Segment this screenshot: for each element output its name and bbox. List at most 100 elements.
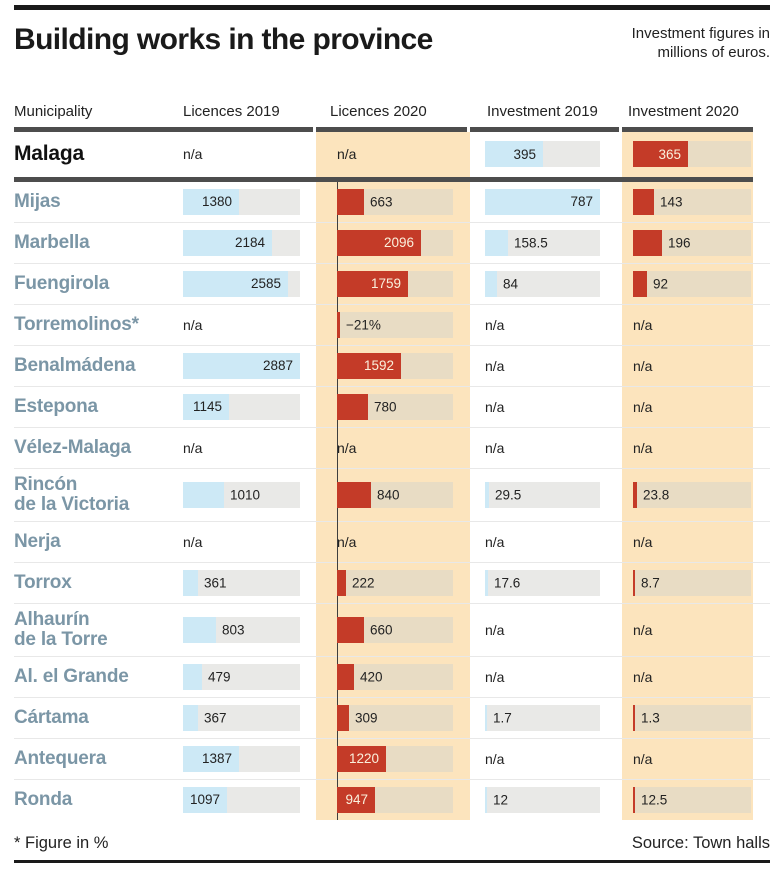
- column-header-investment-2020: Investment 2020: [628, 102, 739, 120]
- bar-fill: [337, 188, 364, 215]
- na-value: n/a: [183, 533, 203, 550]
- page-title: Building works in the province: [14, 23, 433, 56]
- bar-cell-inv2020: n/a: [622, 656, 753, 697]
- bar-fill: 947: [337, 786, 375, 813]
- bar-cell-lic2020: 663: [316, 181, 470, 222]
- bar-track: 367: [183, 704, 300, 731]
- bar-cell-inv2019: n/a: [470, 305, 622, 345]
- bar-cell-lic2019: 1010: [183, 469, 316, 521]
- bar-cell-lic2019: 1380: [183, 182, 316, 222]
- bar-cell-lic2019: 479: [183, 657, 316, 697]
- bar-track: 361: [183, 569, 300, 596]
- bottom-rule: [14, 859, 770, 863]
- malaga-separator: [14, 176, 753, 182]
- bar-cell-lic2019: 2184: [183, 223, 316, 263]
- municipality-name: Fuengirola: [14, 272, 110, 294]
- bar-value: 663: [370, 194, 393, 209]
- bar-cell-lic2020: 309: [316, 697, 470, 738]
- na-value: n/a: [633, 750, 653, 767]
- separator-segment: [470, 126, 619, 132]
- bar-track: 1220: [337, 745, 453, 772]
- na-value: n/a: [183, 146, 203, 162]
- bar-cell-lic2020: n/a: [316, 427, 470, 468]
- bar-value: 196: [668, 235, 691, 250]
- bar-value: 395: [513, 146, 536, 162]
- bar-value: 479: [208, 669, 231, 684]
- bar-track: 840: [337, 481, 453, 508]
- bar-fill: 1592: [337, 352, 401, 379]
- municipality-name: Cártama: [14, 706, 89, 728]
- bar-cell-inv2020: 365: [622, 131, 753, 177]
- na-value: n/a: [485, 621, 505, 638]
- bar-cell-inv2019: 787: [470, 182, 622, 222]
- bar-cell-inv2019: n/a: [470, 657, 622, 697]
- na-value: n/a: [485, 533, 505, 550]
- bar-cell-lic2020: n/a: [316, 521, 470, 562]
- bar-value: 12.5: [641, 792, 668, 807]
- bar-track: 92: [633, 270, 751, 297]
- na-value: n/a: [485, 668, 505, 685]
- bar-track: 420: [337, 663, 453, 690]
- bar-fill: [633, 270, 647, 297]
- na-value: n/a: [633, 316, 653, 333]
- bar-value: 2585: [250, 276, 281, 291]
- bar-value: 2096: [383, 235, 414, 250]
- table-row: Benalmádena 2887 1592 n/a n/a: [14, 344, 770, 386]
- bar-cell-inv2020: 23.8: [622, 468, 753, 521]
- column-header-investment-2019: Investment 2019: [487, 102, 598, 120]
- table-row: Antequera 1387 1220 n/a n/a: [14, 737, 770, 779]
- bar-fill: [337, 311, 340, 338]
- table-body: Malaga n/a n/a 395 365 Mijas 1380 663 787 143 Marb…: [14, 131, 770, 820]
- bar-value: 1759: [370, 276, 401, 291]
- bar-value: 2887: [262, 358, 293, 373]
- bar-value: 29.5: [495, 487, 522, 502]
- source: Source: Town halls: [631, 833, 770, 852]
- bar-track: 947: [337, 786, 453, 813]
- bar-cell-inv2019: n/a: [470, 428, 622, 468]
- bar-track: 1592: [337, 352, 453, 379]
- bar-track: 12.5: [633, 786, 751, 813]
- bar-value: −21%: [346, 317, 381, 332]
- bar-cell-inv2019: n/a: [470, 346, 622, 386]
- bar-cell-inv2020: n/a: [622, 345, 753, 386]
- table-row: Al. el Grande 479 420 n/a n/a: [14, 655, 770, 697]
- table-row: Malaga n/a n/a 395 365: [14, 131, 770, 177]
- municipality-name: Benalmádena: [14, 354, 136, 376]
- bar-cell-lic2020: 840: [316, 468, 470, 521]
- header: Building works in the province Investmen…: [14, 23, 770, 63]
- bar-track: 1380: [183, 188, 300, 215]
- bar-fill: [183, 663, 202, 690]
- bar-fill: [485, 786, 487, 813]
- municipality-name: Alhaurín de la Torre: [14, 609, 108, 650]
- bar-fill: 1387: [183, 745, 239, 772]
- na-value: n/a: [633, 621, 653, 638]
- bar-value: 1380: [201, 194, 232, 209]
- bar-value: 23.8: [643, 487, 670, 502]
- bar-fill: [337, 616, 364, 643]
- table-row: Vélez-Malaga n/a n/a n/a n/a: [14, 426, 770, 468]
- column-header-municipality: Municipality: [14, 102, 93, 120]
- bar-cell-lic2019: n/a: [183, 305, 316, 345]
- bar-fill: 365: [633, 141, 688, 167]
- bar-fill: [183, 569, 198, 596]
- bar-cell-inv2020: n/a: [622, 304, 753, 345]
- footer: * Figure in % Source: Town halls: [14, 834, 770, 853]
- bar-cell-inv2020: 12.5: [622, 779, 753, 820]
- na-value: n/a: [337, 146, 357, 162]
- bar-cell-lic2020: 660: [316, 603, 470, 656]
- bar-track: 1097: [183, 786, 300, 813]
- bar-cell-inv2019: 395: [470, 132, 622, 177]
- bar-value: 840: [377, 487, 400, 502]
- municipality-name: Nerja: [14, 530, 61, 552]
- bar-cell-inv2020: n/a: [622, 386, 753, 427]
- bar-track: 663: [337, 188, 453, 215]
- municipality-name: Estepona: [14, 395, 98, 417]
- bar-cell-inv2019: n/a: [470, 387, 622, 427]
- bar-fill: [183, 616, 216, 643]
- bar-value: 222: [352, 575, 375, 590]
- bar-value: 803: [222, 622, 245, 637]
- bar-fill: [337, 569, 346, 596]
- column-headers: Municipality Licences 2019 Licences 2020…: [14, 103, 770, 127]
- separator-segment: [316, 126, 467, 132]
- bar-cell-inv2019: n/a: [470, 739, 622, 779]
